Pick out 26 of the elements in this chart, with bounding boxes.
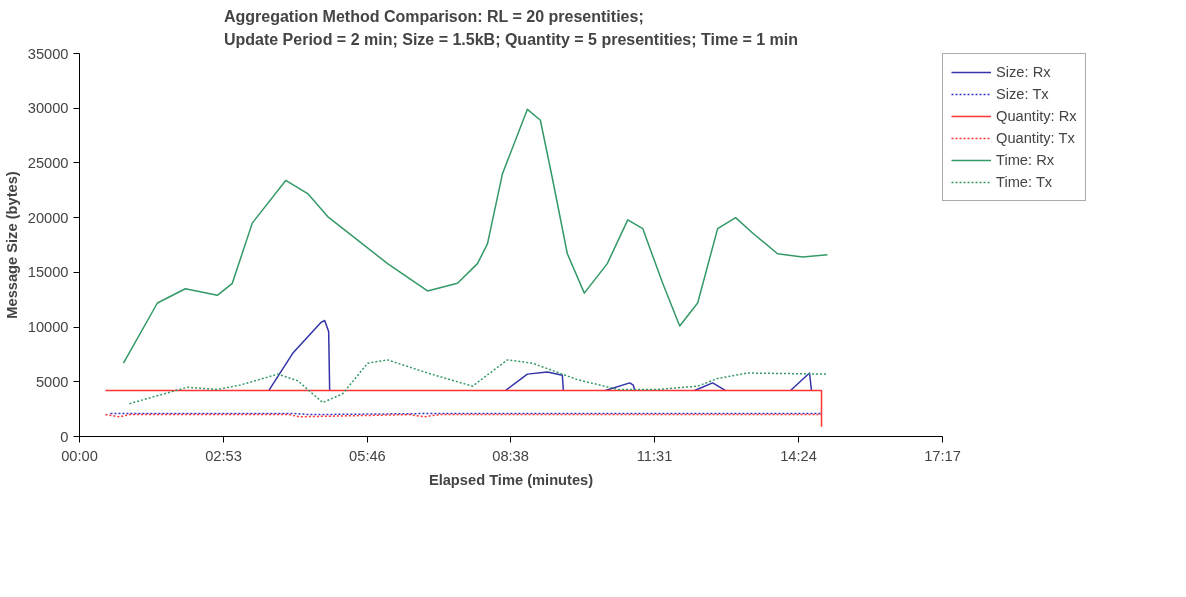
legend-label: Quantity: Tx (996, 130, 1075, 146)
y-axis-title: Message Size (bytes) (3, 171, 20, 319)
legend-label: Size: Rx (996, 64, 1051, 80)
y-tick-label: 35000 (27, 45, 69, 62)
chart-title: Aggregation Method Comparison: RL = 20 presentities; Update Period = 2 min; Size = 1.5kB; Quantity = 5 presentities; Time = 1 min (223, 7, 799, 49)
y-tick-label: 20000 (27, 209, 69, 226)
x-tick-label: 08:38 (492, 447, 529, 464)
x-axis-title: Elapsed Time (minutes) (428, 471, 594, 488)
legend-label: Size: Tx (996, 86, 1049, 102)
y-tick-label: 0 (60, 428, 69, 445)
legend-label: Quantity: Rx (996, 108, 1077, 124)
y-tick-label: 25000 (27, 154, 69, 171)
y-tick-label: 10000 (27, 319, 69, 336)
x-tick-label: 00:00 (61, 447, 98, 464)
x-tick-label: 02:53 (205, 447, 242, 464)
legend-label: Time: Tx (996, 174, 1053, 190)
line-series (128, 359, 829, 405)
line-series (122, 108, 829, 364)
x-tick-label: 11:31 (636, 447, 673, 464)
legend-label: Time: Rx (996, 152, 1055, 168)
x-tick-label: 17:17 (924, 447, 961, 464)
x-tick-label: 05:46 (349, 447, 386, 464)
y-tick-label: 15000 (27, 264, 69, 281)
y-tick-label: 5000 (35, 373, 69, 390)
y-tick-label: 30000 (27, 100, 69, 117)
x-tick-label: 14:24 (780, 447, 817, 464)
